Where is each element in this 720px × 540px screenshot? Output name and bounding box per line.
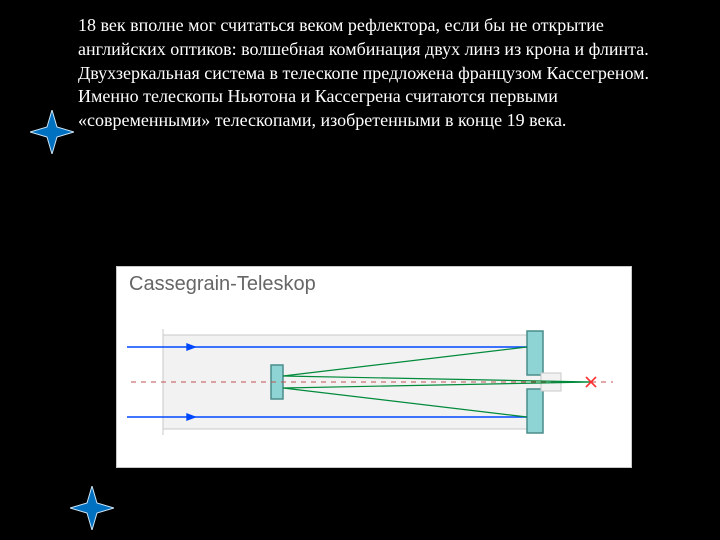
paragraph-1: 18 век вполне мог считаться веком рефлек… [78,15,649,59]
cassegrain-diagram: Cassegrain-Teleskop [116,266,632,468]
diagram-title: Cassegrain-Teleskop [129,273,316,296]
decoration-star-1 [30,110,74,154]
diagram-svg [123,305,625,459]
slide-text: 18 век вполне мог считаться веком рефлек… [78,14,658,133]
paragraph-2: Двухзеркальная система в телескопе предл… [78,63,649,131]
decoration-star-2 [70,486,114,530]
